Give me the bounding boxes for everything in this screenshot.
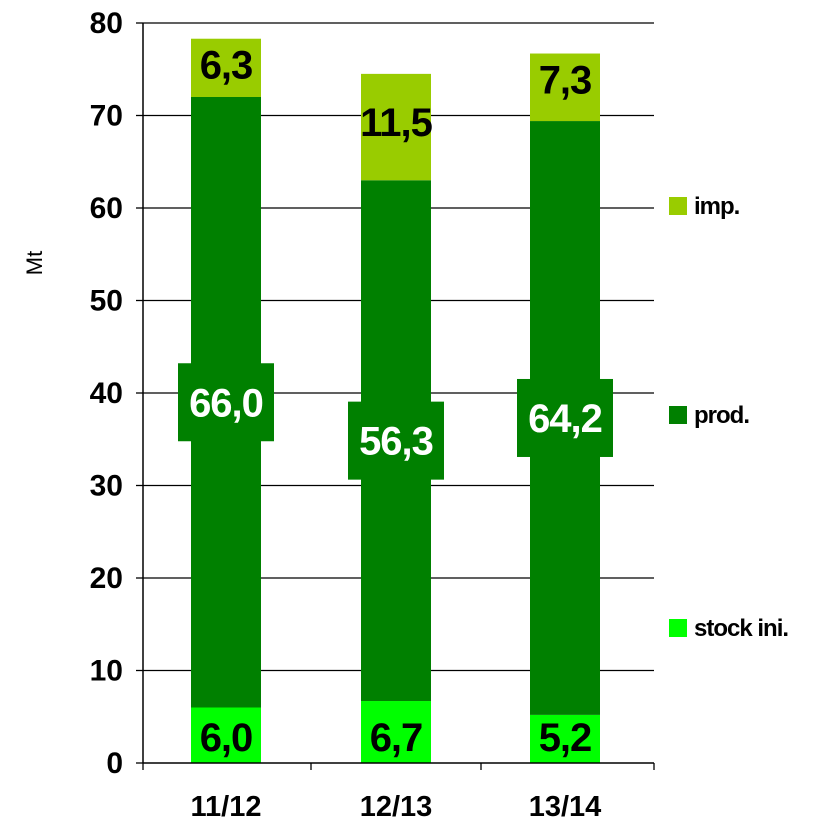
data-label-imp-11-12: 6,3 (200, 44, 253, 88)
y-axis-title: Mt (22, 251, 47, 275)
y-tick-label-0: 0 (106, 747, 123, 780)
data-label-stockini-12-13: 6,7 (370, 716, 423, 760)
bar-stockini-12-13 (361, 701, 431, 763)
legend: imp. prod. stock ini. (669, 193, 789, 642)
bar-imp-11-12 (191, 38, 261, 97)
data-label-box-11-12 (178, 363, 274, 442)
x-tick-label-13-14: 13/14 (529, 791, 602, 823)
y-tick-label-60: 60 (90, 192, 123, 225)
bar-imp-12-13 (361, 73, 431, 181)
y-tick-label-30: 30 (90, 470, 123, 503)
legend-swatch-stockini (669, 619, 687, 637)
data-label-prod-13-14: 64,2 (528, 397, 602, 441)
data-label-imp-12-13: 11,5 (360, 101, 432, 145)
y-tick-label-80: 80 (90, 7, 123, 40)
data-label-stockini-11-12: 6,0 (200, 716, 253, 760)
bar-stockini-11-12 (191, 707, 261, 763)
legend-label-imp: imp. (694, 193, 740, 220)
data-labels: 6,0 6,7 5,2 66,0 56,3 64,2 6,3 11,5 7,3 (178, 44, 613, 760)
y-tick-label-40: 40 (90, 377, 123, 410)
legend-label-prod: prod. (694, 402, 749, 429)
legend-swatch-prod (669, 406, 687, 424)
data-label-imp-13-14: 7,3 (539, 59, 592, 103)
y-tick-label-70: 70 (90, 100, 123, 133)
data-label-box-12-13 (348, 401, 444, 480)
x-tick-label-11-12: 11/12 (191, 791, 262, 823)
x-tick-label-12-13: 12/13 (360, 791, 433, 823)
y-tick-label-10: 10 (90, 655, 123, 688)
legend-swatch-imp (669, 197, 687, 215)
data-label-stockini-13-14: 5,2 (539, 716, 592, 760)
legend-label-stockini: stock ini. (694, 615, 788, 642)
y-tick-label-50: 50 (90, 285, 123, 318)
bar-imp-13-14 (530, 53, 600, 122)
axes: 0 10 20 30 40 50 60 70 80 11/12 12/13 13/14 (90, 7, 655, 823)
data-label-prod-11-12: 66,0 (189, 381, 263, 425)
data-label-prod-12-13: 56,3 (359, 420, 433, 464)
bar-stockini-13-14 (530, 714, 600, 763)
y-tick-label-20: 20 (90, 562, 123, 595)
data-label-box-13-14 (517, 378, 613, 457)
